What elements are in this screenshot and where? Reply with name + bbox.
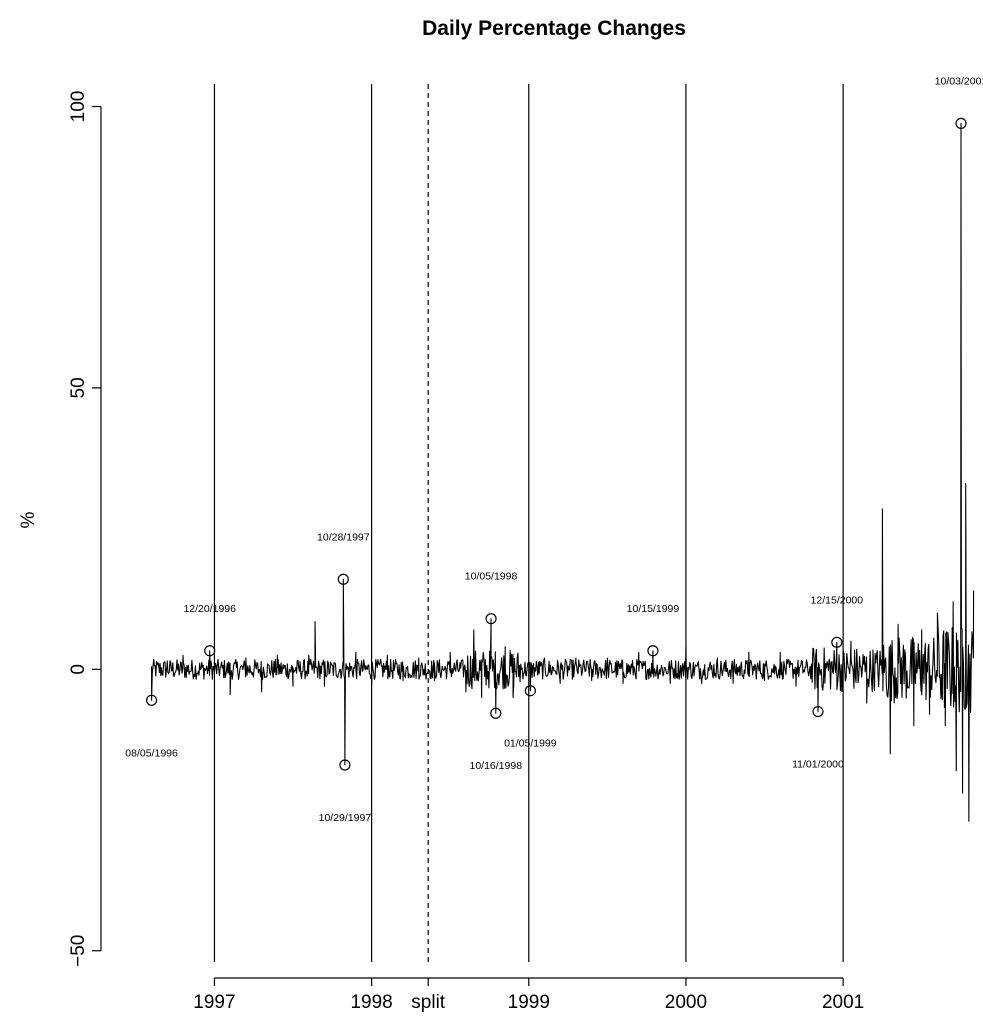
annotation-marker-5 <box>490 707 502 719</box>
annotation-marker-10 <box>955 117 967 129</box>
annotation-marker-0 <box>145 694 158 706</box>
annotation-label-4: 10/05/1998 <box>465 571 518 583</box>
reference-lines <box>213 84 844 962</box>
annotation-marker-8 <box>812 705 824 718</box>
annotation-label-0: 08/05/1996 <box>125 747 178 759</box>
annotation-marker-6 <box>524 685 536 697</box>
annotation-marker-1 <box>204 645 216 657</box>
y-axis-label: % <box>18 511 39 528</box>
y-tick-label-1: 0 <box>68 664 89 675</box>
annotation-label-10: 10/03/2001 <box>935 75 983 87</box>
annotation-marker-7 <box>647 645 659 657</box>
annotation-label-1: 12/20/1996 <box>183 603 236 615</box>
annotation-marker-3 <box>339 759 351 771</box>
x-tick-label-5: 2001 <box>822 992 864 1013</box>
annotation-label-3: 10/29/1997 <box>319 812 372 824</box>
x-tick-label-0: 1997 <box>193 992 235 1013</box>
chart-title: Daily Percentage Changes <box>422 17 686 40</box>
annotation-label-9: 12/15/2000 <box>811 594 864 606</box>
annotation-labels: 08/05/1996 12/20/1996 10/28/1997 10/29/1997… <box>125 75 983 824</box>
y-tick-label-3: 100 <box>68 91 89 123</box>
x-tick-label-1: 1998 <box>350 992 392 1013</box>
x-tick-label-3: 1999 <box>508 992 550 1013</box>
annotation-marker-2 <box>337 573 349 585</box>
series-group <box>151 122 975 822</box>
annotation-label-8: 11/01/2000 <box>792 759 844 771</box>
x-tick-label-4: 2000 <box>665 992 707 1013</box>
y-tick-label-0: −50 <box>68 935 89 967</box>
annotation-label-7: 10/15/1999 <box>627 603 680 615</box>
annotation-label-5: 10/16/1998 <box>469 760 522 772</box>
annotation-marker-9 <box>831 636 843 648</box>
annotation-label-6: 01/05/1999 <box>504 738 557 750</box>
series-line-0 <box>151 122 975 822</box>
x-tick-label-2: split <box>411 992 446 1013</box>
annotation-marker-4 <box>485 613 497 625</box>
annotation-label-2: 10/28/1997 <box>317 531 370 543</box>
x-axis: 1997 1998 split 1999 2000 2001 <box>193 977 864 1013</box>
y-axis: −50 0 50 100 <box>68 91 102 967</box>
y-tick-label-2: 50 <box>68 377 89 398</box>
annotation-markers <box>145 117 967 771</box>
